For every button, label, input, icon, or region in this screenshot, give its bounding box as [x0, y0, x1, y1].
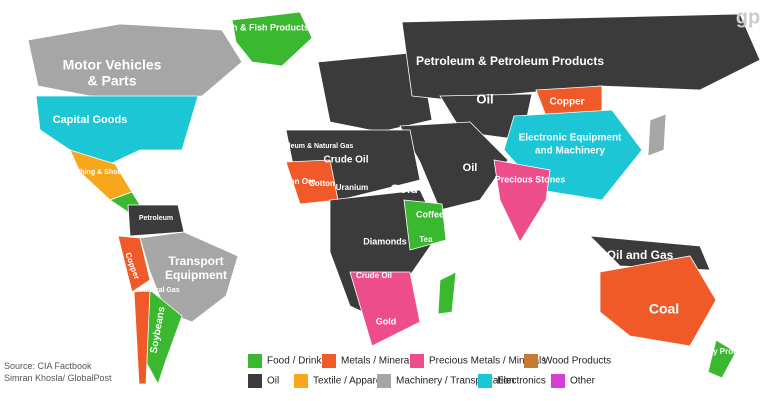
- madagascar: [437, 271, 457, 315]
- legend-label: Wood Products: [543, 356, 611, 367]
- map-label: Cotton: [309, 179, 335, 188]
- map-label: Electronic Equipment: [519, 133, 622, 144]
- legend-label: Metals / Minerals: [341, 356, 417, 367]
- canada: [27, 23, 243, 101]
- legend-label: Textile / Apparel: [313, 376, 384, 387]
- map-label: & Parts: [87, 73, 136, 89]
- legend-label: Machinery / Transportation: [396, 376, 514, 387]
- legend-swatch: [551, 374, 565, 388]
- map-label: Clothing & Shoes: [67, 169, 125, 176]
- legend-swatch: [322, 354, 336, 368]
- legend-label: Food / Drink: [267, 356, 322, 367]
- map-labels: Fish & Fish Products Motor Vehicles & Pa…: [53, 22, 762, 356]
- legend-swatch: [294, 374, 308, 388]
- map-label: Sugar: [735, 288, 761, 298]
- new-zealand: [707, 339, 737, 379]
- source: Source: CIA Factbook: [4, 361, 92, 371]
- japan: [647, 113, 667, 157]
- map-label: Oil: [476, 91, 493, 106]
- legend-swatch: [478, 374, 492, 388]
- legend-swatch: [410, 354, 424, 368]
- map-label: Gold: [390, 182, 417, 196]
- map-label: Capital Goods: [53, 114, 128, 126]
- map-label: Precious Stones: [495, 174, 566, 184]
- map-label: Fish & Fish Products: [219, 22, 309, 32]
- map-label: Coal: [649, 301, 679, 317]
- map-label: Petroleum & Natural Gas: [271, 143, 354, 150]
- map-label: Petroleum: [139, 215, 173, 222]
- legend-swatch: [524, 354, 538, 368]
- chile: [133, 289, 151, 385]
- map-label: and Machinery: [535, 146, 605, 157]
- usa: [35, 95, 199, 165]
- map-label: Motor Vehicles: [63, 57, 162, 73]
- logo: gp: [736, 6, 760, 28]
- australia: [599, 255, 717, 347]
- map-label: Dairy Products: [698, 347, 755, 356]
- greenland: [231, 11, 313, 67]
- map-label: Tea: [419, 235, 433, 244]
- map-label: Transport: [168, 254, 223, 268]
- legend-label: Precious Metals / Minerals: [429, 356, 546, 367]
- brazil: [139, 231, 239, 323]
- russia: [401, 13, 761, 101]
- map-label: Equipment: [165, 268, 227, 282]
- legend-swatch: [248, 374, 262, 388]
- map-label: Gold: [376, 316, 397, 326]
- map-label: Coffee: [416, 209, 444, 219]
- east-africa: [403, 199, 447, 251]
- legend-swatch: [377, 374, 391, 388]
- source: Simran Khosla/ GlobalPost: [4, 373, 112, 383]
- map-label: Copper: [550, 97, 585, 108]
- legend-label: Electronics: [497, 376, 546, 387]
- legend-label: Oil: [267, 376, 279, 387]
- land: [27, 11, 761, 385]
- middle-east: [399, 121, 509, 211]
- map-label: Iron Ore: [284, 177, 316, 186]
- map-label: Oil and Gas: [607, 248, 674, 262]
- india: [493, 159, 551, 243]
- map-label: Uranium: [336, 183, 368, 192]
- map-label: Petroleum & Petroleum Products: [416, 54, 604, 68]
- map-label: Crude Oil: [356, 271, 392, 280]
- map-label: Crude Oil: [323, 155, 368, 166]
- map-label: Diamonds: [363, 236, 407, 246]
- legend: Food / Drink Metals / Minerals Precious Me…: [248, 354, 611, 388]
- peru: [117, 235, 151, 293]
- southern-africa: [349, 271, 421, 347]
- map-label: Natural Gas: [140, 287, 179, 294]
- legend-swatch: [248, 354, 262, 368]
- legend-label: Other: [570, 376, 596, 387]
- map-label: Oil: [463, 162, 478, 174]
